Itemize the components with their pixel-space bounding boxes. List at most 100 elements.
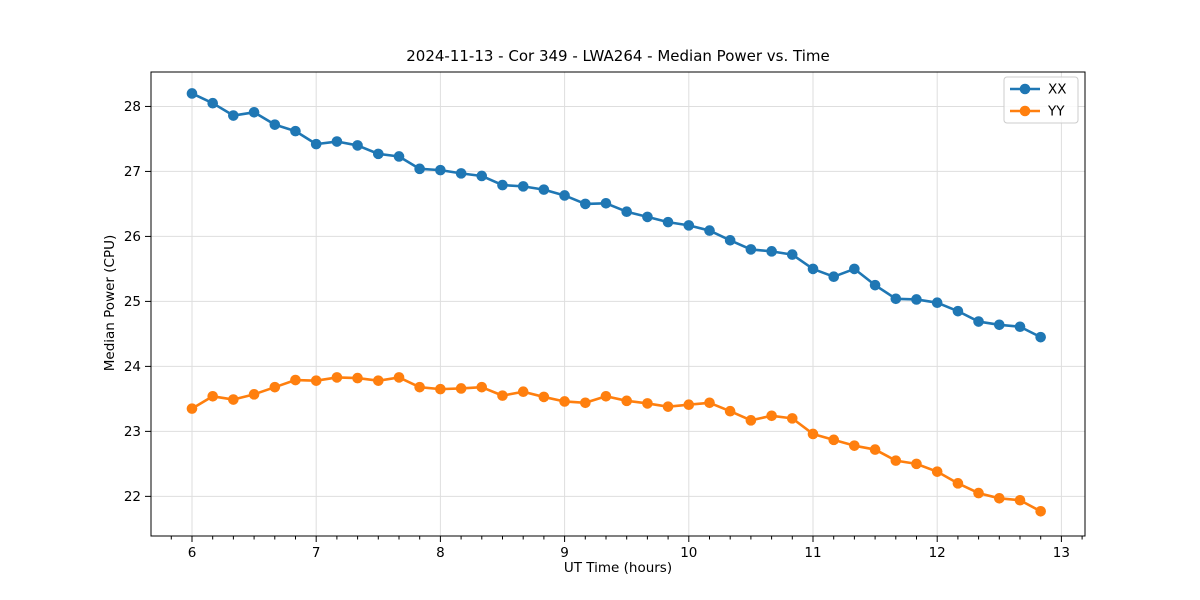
data-point-YY xyxy=(269,381,281,393)
data-point-XX xyxy=(869,279,881,291)
data-point-XX xyxy=(994,319,1005,331)
data-point-YY xyxy=(642,398,653,409)
data-point-XX xyxy=(372,148,384,160)
data-point-XX xyxy=(207,97,219,109)
data-point-XX xyxy=(952,305,964,317)
data-point-XX xyxy=(911,294,922,305)
data-point-YY xyxy=(621,395,632,407)
axes-box xyxy=(150,71,1086,537)
data-point-YY xyxy=(228,394,239,405)
data-point-XX xyxy=(269,119,281,130)
data-point-YY xyxy=(476,381,488,393)
data-point-YY xyxy=(683,399,695,411)
data-point-YY xyxy=(973,487,984,499)
data-point-XX xyxy=(828,271,840,283)
data-point-XX xyxy=(186,88,198,99)
data-point-YY xyxy=(952,478,964,489)
data-point-YY xyxy=(393,372,405,383)
x-tick-label: 9 xyxy=(560,545,569,561)
data-point-YY xyxy=(207,390,219,402)
data-point-XX xyxy=(290,125,301,137)
data-point-XX xyxy=(393,151,405,162)
data-point-XX xyxy=(1035,331,1046,343)
legend-label: XX xyxy=(1048,82,1067,98)
data-point-XX xyxy=(248,106,260,118)
chart-title: 2024-11-13 - Cor 349 - LWA264 - Median P… xyxy=(406,47,830,65)
data-point-XX xyxy=(517,181,529,192)
data-point-XX xyxy=(890,293,902,305)
data-point-YY xyxy=(662,401,674,412)
data-point-XX xyxy=(1014,321,1026,333)
legend-frame xyxy=(1003,76,1079,124)
data-point-YY xyxy=(1035,506,1046,517)
data-point-XX xyxy=(559,190,570,201)
data-point-XX xyxy=(352,140,363,151)
data-point-YY xyxy=(331,372,343,383)
data-point-YY xyxy=(890,455,902,466)
series-line-YY xyxy=(191,376,1042,513)
data-point-XX xyxy=(621,206,632,218)
data-point-XX xyxy=(435,164,446,176)
data-point-YY xyxy=(497,390,508,401)
data-point-YY xyxy=(1014,494,1026,506)
data-point-YY xyxy=(600,390,612,402)
data-point-XX xyxy=(683,220,695,231)
data-point-YY xyxy=(310,375,322,386)
data-point-YY xyxy=(931,466,943,477)
data-point-YY xyxy=(455,383,467,394)
data-point-XX xyxy=(745,244,757,255)
x-axis-label: UT Time (hours) xyxy=(563,560,673,576)
y-tick-label: 26 xyxy=(124,229,141,245)
data-point-XX xyxy=(228,110,239,121)
data-point-XX xyxy=(600,197,612,209)
y-tick-label: 24 xyxy=(124,359,141,375)
data-point-YY xyxy=(911,458,922,470)
data-point-XX xyxy=(580,198,591,210)
y-tick-label: 22 xyxy=(124,489,141,505)
data-point-XX xyxy=(807,263,819,275)
data-point-XX xyxy=(849,263,860,275)
data-point-YY xyxy=(538,391,550,403)
y-axis-label: Median Power (CPU) xyxy=(102,234,118,372)
data-point-YY xyxy=(807,428,819,440)
data-point-YY xyxy=(724,405,736,417)
data-point-XX xyxy=(704,225,715,236)
data-point-YY xyxy=(290,374,301,386)
data-point-XX xyxy=(931,297,943,309)
data-point-YY xyxy=(869,444,881,455)
data-point-YY xyxy=(580,397,591,409)
data-point-XX xyxy=(766,246,777,257)
x-tick-label: 13 xyxy=(1053,545,1070,561)
y-tick-label: 23 xyxy=(124,424,141,440)
data-point-XX xyxy=(724,235,736,246)
legend-sample-marker xyxy=(1019,105,1031,117)
x-tick-label: 7 xyxy=(312,545,321,561)
y-tick-label: 25 xyxy=(124,294,141,310)
data-point-XX xyxy=(455,168,467,179)
data-point-YY xyxy=(828,434,840,446)
x-tick-label: 12 xyxy=(929,545,946,561)
data-point-YY xyxy=(849,440,860,451)
y-tick-label: 27 xyxy=(124,164,141,180)
data-point-YY xyxy=(372,375,384,386)
legend: XX YY xyxy=(1003,76,1079,124)
data-point-YY xyxy=(352,372,363,384)
data-point-YY xyxy=(435,383,446,395)
data-point-XX xyxy=(786,249,798,260)
legend-sample-marker xyxy=(1019,83,1031,95)
data-point-XX xyxy=(662,216,674,228)
data-point-XX xyxy=(497,179,508,191)
data-point-XX xyxy=(331,136,343,147)
legend-label: YY xyxy=(1047,104,1065,120)
data-point-YY xyxy=(248,389,260,400)
data-point-XX xyxy=(642,211,653,223)
data-point-YY xyxy=(745,415,757,426)
x-tick-label: 10 xyxy=(680,545,697,561)
y-tick-label: 28 xyxy=(124,99,141,115)
data-point-YY xyxy=(994,493,1005,504)
x-tick-label: 8 xyxy=(436,545,445,561)
data-point-XX xyxy=(973,316,984,327)
data-point-YY xyxy=(517,386,529,398)
